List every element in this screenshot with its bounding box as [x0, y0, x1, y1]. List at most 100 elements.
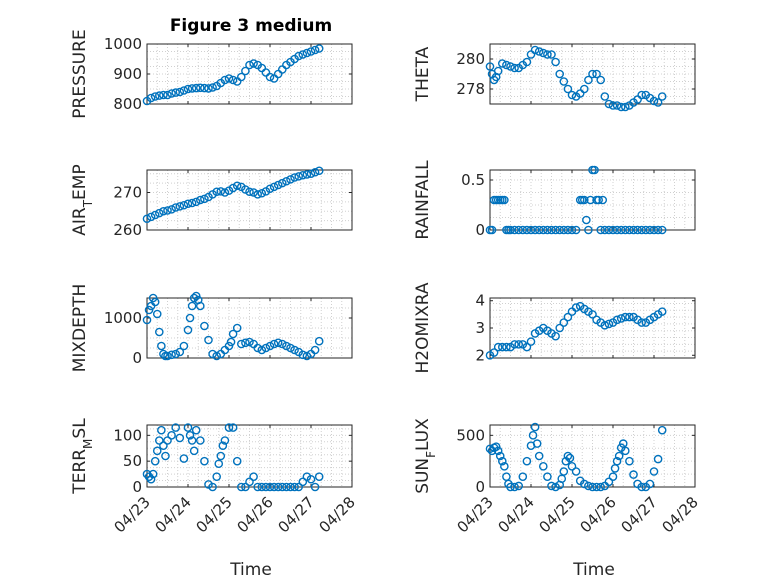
data-point	[298, 170, 308, 180]
data-point	[614, 451, 624, 461]
data-point	[571, 467, 581, 476]
data-point	[608, 225, 618, 235]
data-point	[649, 96, 659, 106]
data-point	[253, 190, 263, 199]
data-point	[245, 477, 254, 487]
y-axis-label: RAINFALL	[413, 160, 433, 240]
data-point	[586, 195, 595, 205]
data-point	[269, 482, 279, 492]
data-point	[257, 345, 267, 355]
data-point	[171, 203, 180, 212]
data-point	[232, 323, 242, 333]
data-point	[163, 90, 172, 100]
data-point	[183, 84, 193, 94]
x-tick-label: 04/28	[659, 493, 702, 536]
subplot-5: 0 1000 MIXDEPTH	[70, 284, 353, 373]
data-point	[559, 225, 569, 235]
data-point	[491, 442, 501, 452]
data-point	[522, 225, 532, 235]
data-point	[539, 462, 548, 471]
data-point	[487, 225, 497, 235]
data-point	[286, 482, 295, 492]
data-point	[187, 84, 197, 93]
data-point	[163, 351, 172, 361]
data-point	[294, 482, 304, 492]
data-point	[657, 307, 667, 316]
data-point	[518, 225, 528, 235]
data-point	[567, 225, 577, 235]
data-point	[590, 165, 599, 175]
data-point	[265, 482, 275, 492]
data-point	[567, 462, 577, 471]
data-point	[152, 309, 162, 319]
data-point	[214, 459, 224, 469]
y-tick-label: 0	[132, 478, 142, 496]
data-point	[567, 90, 577, 100]
data-point	[220, 188, 230, 197]
data-point	[596, 75, 606, 85]
data-point	[220, 436, 230, 445]
data-point	[559, 77, 569, 86]
data-point	[212, 187, 221, 197]
data-point	[228, 329, 238, 339]
data-point	[154, 436, 164, 445]
x-tick-label: 04/28	[316, 493, 359, 536]
data-point	[232, 456, 242, 466]
data-point	[543, 50, 552, 59]
y-tick-label: 2	[475, 346, 485, 364]
data-point	[269, 182, 279, 192]
y-tick-label: 270	[113, 184, 142, 202]
y-tick-label: 0	[475, 221, 485, 239]
data-point	[592, 69, 601, 79]
data-point	[302, 48, 312, 58]
data-point	[526, 337, 536, 346]
subplot-1: 800 900 1000 PRESSURE	[70, 29, 353, 119]
data-point	[310, 345, 320, 355]
data-point	[306, 47, 316, 56]
data-point	[273, 482, 283, 492]
y-tick-label: 278	[456, 80, 485, 98]
data-point	[290, 345, 299, 355]
data-point	[528, 431, 538, 440]
y-tick-label: 0.5	[461, 171, 485, 189]
data-point	[179, 200, 189, 210]
data-point	[294, 51, 304, 61]
data-point	[582, 215, 591, 225]
data-point	[612, 225, 622, 235]
data-point	[195, 301, 205, 311]
data-point	[522, 57, 532, 67]
data-point	[637, 90, 647, 100]
data-point	[563, 312, 573, 322]
data-point	[224, 74, 234, 83]
axes-frame	[489, 43, 696, 105]
y-axis-label: MIXDEPTH	[70, 284, 90, 373]
data-point	[171, 88, 180, 97]
data-point	[604, 477, 614, 487]
data-point	[551, 57, 560, 67]
y-tick-label: 800	[113, 95, 142, 113]
data-point	[265, 72, 275, 82]
y-axis-label: H2OMIXRA	[413, 282, 433, 373]
data-point	[314, 472, 324, 481]
data-point	[563, 225, 573, 235]
data-point	[226, 337, 236, 347]
data-point	[175, 202, 185, 211]
data-point	[653, 454, 663, 464]
data-point	[167, 350, 176, 360]
data-point	[600, 92, 610, 101]
data-point	[580, 84, 589, 94]
data-point	[175, 87, 185, 97]
data-point	[179, 86, 189, 95]
data-point	[500, 462, 509, 471]
data-point	[224, 423, 234, 432]
data-point	[142, 469, 152, 479]
y-tick-label: 0	[475, 478, 485, 496]
data-point	[228, 423, 238, 432]
data-point	[559, 467, 569, 476]
data-point	[298, 350, 308, 360]
data-point	[306, 474, 316, 484]
data-point	[547, 225, 556, 235]
data-point	[154, 327, 164, 337]
data-point	[277, 178, 287, 188]
